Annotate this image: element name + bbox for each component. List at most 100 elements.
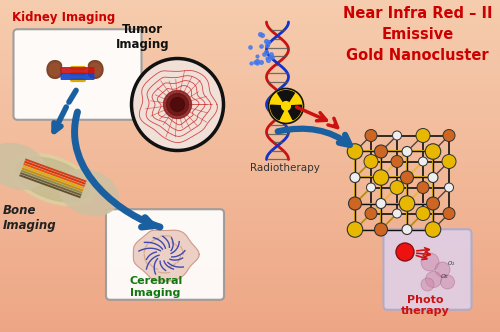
Bar: [0, 315, 500, 319]
Point: [246, 60, 254, 65]
Point: [252, 58, 260, 63]
Bar: [0, 162, 500, 166]
Circle shape: [399, 196, 415, 211]
Bar: [0, 79, 500, 83]
Bar: [0, 145, 500, 149]
Text: Kidney Imaging: Kidney Imaging: [12, 11, 116, 24]
Bar: [0, 299, 500, 303]
Bar: [0, 328, 500, 332]
Bar: [0, 278, 500, 282]
Bar: [0, 108, 500, 112]
Point: [246, 44, 254, 49]
Circle shape: [365, 208, 377, 219]
Bar: [0, 303, 500, 307]
Bar: [0, 170, 500, 174]
Bar: [0, 245, 500, 249]
Bar: [0, 286, 500, 290]
Point: [264, 57, 272, 62]
Bar: [0, 17, 500, 21]
Bar: [0, 178, 500, 183]
Bar: [0, 224, 500, 228]
Circle shape: [350, 173, 360, 183]
Polygon shape: [286, 105, 302, 120]
Bar: [0, 45, 500, 50]
Circle shape: [364, 154, 378, 169]
Bar: [0, 25, 500, 29]
Bar: [0, 112, 500, 116]
Text: Bone
Imaging: Bone Imaging: [2, 205, 56, 232]
Bar: [0, 96, 500, 100]
Bar: [0, 4, 500, 8]
Bar: [0, 295, 500, 299]
Polygon shape: [47, 61, 62, 78]
Circle shape: [164, 91, 192, 119]
Circle shape: [170, 98, 184, 112]
Circle shape: [268, 89, 304, 124]
Circle shape: [366, 183, 376, 192]
Point: [266, 54, 274, 60]
Bar: [0, 91, 500, 95]
Text: Radiotherapy: Radiotherapy: [250, 163, 320, 173]
Circle shape: [425, 144, 441, 159]
Circle shape: [282, 102, 290, 110]
Bar: [0, 12, 500, 17]
Bar: [0, 199, 500, 203]
Bar: [0, 257, 500, 262]
Polygon shape: [16, 157, 89, 202]
Point: [260, 52, 268, 57]
Bar: [0, 174, 500, 178]
Polygon shape: [50, 64, 59, 75]
Bar: [0, 270, 500, 274]
Circle shape: [365, 129, 377, 141]
Bar: [0, 216, 500, 220]
Text: $O_2$: $O_2$: [448, 260, 456, 268]
Polygon shape: [10, 153, 96, 206]
Bar: [0, 42, 500, 45]
Bar: [0, 133, 500, 137]
Bar: [0, 128, 500, 133]
Bar: [0, 232, 500, 236]
Bar: [0, 236, 500, 241]
Circle shape: [421, 253, 439, 271]
Bar: [0, 0, 500, 4]
Circle shape: [425, 222, 441, 237]
Circle shape: [392, 131, 402, 140]
Bar: [0, 203, 500, 208]
Circle shape: [373, 170, 389, 185]
Circle shape: [374, 145, 388, 158]
Circle shape: [390, 181, 404, 195]
Bar: [0, 241, 500, 245]
Bar: [0, 290, 500, 295]
Text: Near Infra Red – II
Emissive
Gold Nanocluster: Near Infra Red – II Emissive Gold Nanocl…: [343, 6, 492, 63]
Point: [256, 32, 264, 37]
Text: Tumor
Imaging: Tumor Imaging: [116, 24, 170, 51]
Bar: [0, 141, 500, 145]
Circle shape: [417, 182, 429, 194]
Point: [268, 54, 276, 59]
Bar: [0, 70, 500, 75]
Polygon shape: [90, 64, 100, 75]
FancyBboxPatch shape: [14, 29, 141, 120]
Bar: [0, 21, 500, 25]
Bar: [0, 54, 500, 58]
Bar: [0, 274, 500, 278]
Ellipse shape: [0, 143, 47, 190]
Bar: [0, 116, 500, 120]
Circle shape: [442, 154, 456, 169]
Point: [253, 60, 261, 65]
Point: [262, 50, 270, 55]
FancyBboxPatch shape: [384, 229, 472, 310]
Circle shape: [132, 58, 224, 150]
Bar: [0, 158, 500, 162]
FancyBboxPatch shape: [60, 67, 94, 74]
Bar: [0, 228, 500, 232]
FancyBboxPatch shape: [106, 209, 224, 300]
Circle shape: [416, 207, 430, 220]
Circle shape: [392, 209, 402, 218]
Point: [263, 42, 271, 47]
Circle shape: [400, 171, 413, 184]
Polygon shape: [278, 91, 294, 106]
Bar: [0, 166, 500, 170]
Bar: [0, 37, 500, 42]
Circle shape: [426, 197, 440, 210]
